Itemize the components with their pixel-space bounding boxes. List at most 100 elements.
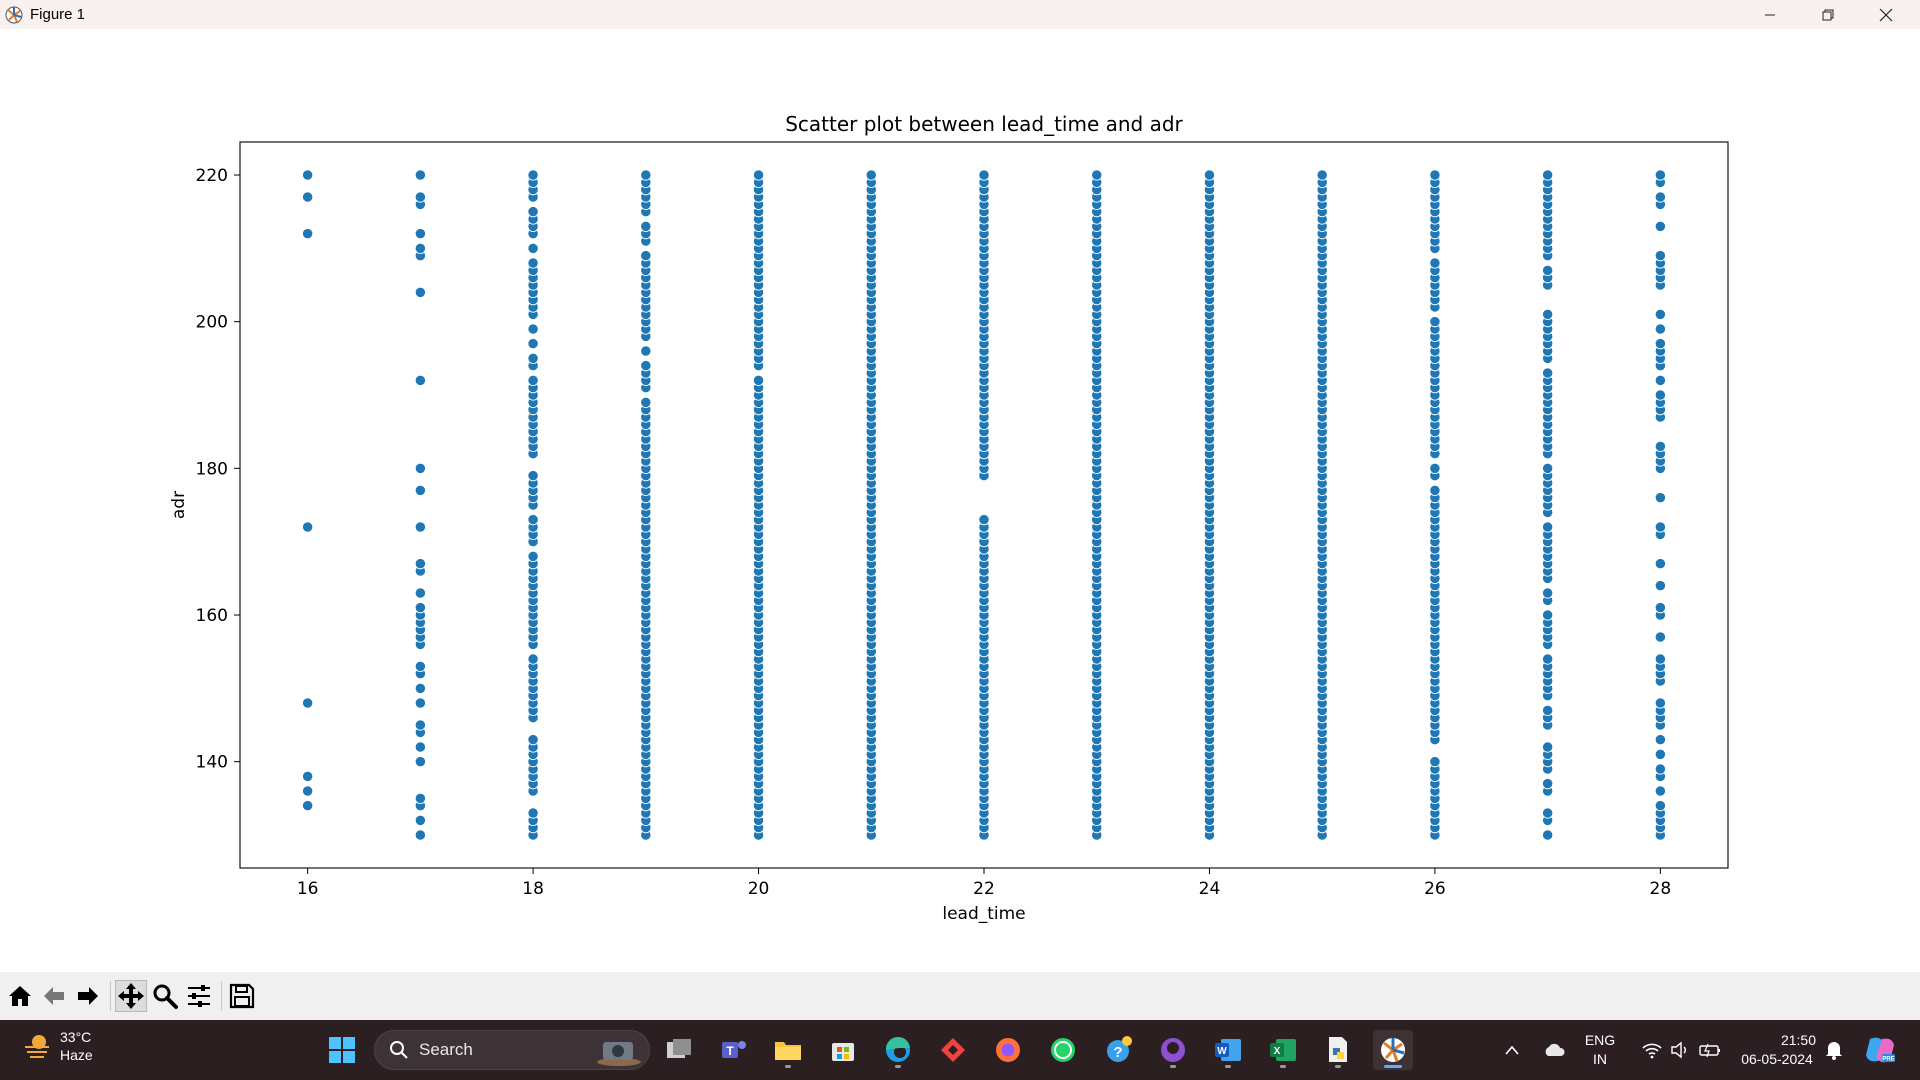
forward-button[interactable] bbox=[72, 980, 104, 1012]
teams-button[interactable]: T bbox=[714, 1030, 754, 1070]
window-title-bar: Figure 1 bbox=[0, 0, 1920, 29]
show-hidden-icons-button[interactable] bbox=[1492, 1030, 1532, 1070]
anydesk-button[interactable] bbox=[933, 1030, 973, 1070]
x-axis-label: lead_time bbox=[942, 904, 1025, 924]
edge-icon bbox=[885, 1036, 910, 1062]
taskbar-search[interactable]: Search bbox=[374, 1030, 650, 1070]
whatsapp-icon bbox=[1051, 1038, 1075, 1062]
help-button[interactable]: ? bbox=[1098, 1030, 1138, 1070]
weather-widget[interactable]: 33°C Haze bbox=[22, 1028, 93, 1064]
data-point bbox=[527, 374, 539, 386]
data-point bbox=[301, 191, 314, 203]
python-idle-icon bbox=[1329, 1037, 1347, 1062]
y-axis-label: adr bbox=[169, 491, 189, 519]
quick-settings-button[interactable] bbox=[1634, 1030, 1730, 1070]
python-idle-button[interactable] bbox=[1318, 1030, 1358, 1070]
svg-text:X: X bbox=[1274, 1046, 1281, 1057]
forward-icon bbox=[78, 987, 98, 1005]
clock[interactable]: 21:50 06-05-2024 bbox=[1734, 1031, 1820, 1069]
data-point bbox=[414, 286, 427, 298]
data-point bbox=[414, 814, 427, 826]
data-point bbox=[527, 257, 539, 269]
data-point bbox=[414, 682, 427, 694]
back-icon bbox=[44, 987, 64, 1005]
onedrive-button[interactable] bbox=[1534, 1030, 1574, 1070]
chart-title: Scatter plot between lead_time and adr bbox=[785, 112, 1183, 136]
matplotlib-figure-button[interactable] bbox=[1373, 1030, 1413, 1070]
copilot-button[interactable]: PRE bbox=[1858, 1030, 1902, 1070]
data-point bbox=[1541, 367, 1554, 379]
save-icon bbox=[229, 983, 255, 1009]
data-point bbox=[527, 242, 539, 254]
notifications-button[interactable] bbox=[1816, 1030, 1852, 1070]
data-point bbox=[1429, 756, 1441, 768]
github-desktop-button[interactable] bbox=[1153, 1030, 1193, 1070]
running-indicator bbox=[1225, 1065, 1231, 1068]
data-point bbox=[1316, 169, 1328, 181]
close-icon bbox=[1879, 8, 1893, 21]
data-point bbox=[1541, 829, 1554, 841]
volume-icon bbox=[1671, 1041, 1686, 1059]
restore-button[interactable] bbox=[1799, 0, 1857, 29]
data-point bbox=[1654, 374, 1667, 386]
data-point bbox=[414, 756, 427, 768]
cloud-icon bbox=[1545, 1043, 1565, 1056]
data-point bbox=[301, 521, 314, 533]
language-region: IN bbox=[1593, 1051, 1607, 1067]
excel-button[interactable]: X bbox=[1263, 1030, 1303, 1070]
zoom-button[interactable] bbox=[149, 980, 181, 1012]
x-tick-label: 16 bbox=[297, 879, 319, 899]
data-point bbox=[640, 360, 652, 372]
minimize-button[interactable] bbox=[1741, 0, 1799, 29]
data-point bbox=[414, 558, 427, 570]
data-point bbox=[527, 169, 539, 181]
matplotlib-figure-icon bbox=[1381, 1038, 1405, 1062]
y-tick-label: 220 bbox=[196, 166, 228, 186]
matplotlib-icon bbox=[5, 6, 23, 23]
back-button[interactable] bbox=[38, 980, 70, 1012]
data-point bbox=[301, 785, 314, 797]
pan-button[interactable] bbox=[115, 980, 147, 1012]
data-point bbox=[414, 660, 427, 672]
microsoft-store-button[interactable] bbox=[823, 1030, 863, 1070]
home-button[interactable] bbox=[4, 980, 36, 1012]
task-view-button[interactable] bbox=[659, 1030, 699, 1070]
data-point bbox=[301, 169, 314, 181]
data-point bbox=[1541, 264, 1554, 276]
data-point bbox=[414, 521, 427, 533]
word-button[interactable]: W bbox=[1208, 1030, 1248, 1070]
data-point bbox=[1541, 741, 1554, 753]
chart-marks bbox=[301, 169, 1667, 841]
running-indicator bbox=[785, 1065, 791, 1068]
firefox-button[interactable] bbox=[988, 1030, 1028, 1070]
data-point bbox=[1203, 169, 1216, 181]
edge-button[interactable] bbox=[878, 1030, 918, 1070]
data-point bbox=[1654, 220, 1667, 232]
firefox-icon bbox=[996, 1038, 1020, 1062]
data-point bbox=[414, 228, 427, 240]
anydesk-icon bbox=[941, 1038, 965, 1062]
whatsapp-button[interactable] bbox=[1043, 1030, 1083, 1070]
close-button[interactable] bbox=[1857, 0, 1915, 29]
data-point bbox=[1654, 602, 1667, 614]
x-axis-ticks: 16 18 20 22 24 26 28 bbox=[297, 868, 1671, 899]
data-point bbox=[414, 374, 427, 386]
figure-canvas[interactable]: 16 18 20 22 24 26 28 140 160 180 200 220 Scatter p… bbox=[0, 29, 1920, 972]
configure-subplots-button[interactable] bbox=[183, 980, 215, 1012]
start-button[interactable] bbox=[322, 1030, 362, 1070]
data-point bbox=[1654, 734, 1667, 746]
save-button[interactable] bbox=[226, 980, 258, 1012]
data-point bbox=[414, 741, 427, 753]
language-indicator[interactable]: ENG IN bbox=[1578, 1031, 1622, 1069]
chevron-up-icon bbox=[1505, 1045, 1519, 1055]
data-point bbox=[301, 228, 314, 240]
file-explorer-button[interactable] bbox=[768, 1030, 808, 1070]
minimize-icon bbox=[1765, 14, 1775, 15]
running-indicator bbox=[1170, 1065, 1176, 1068]
microsoft-store-icon bbox=[832, 1043, 854, 1061]
data-point bbox=[1654, 250, 1667, 262]
data-point bbox=[1541, 704, 1554, 716]
y-tick-label: 140 bbox=[196, 753, 228, 773]
data-point bbox=[1654, 800, 1667, 812]
data-point bbox=[1654, 389, 1667, 401]
